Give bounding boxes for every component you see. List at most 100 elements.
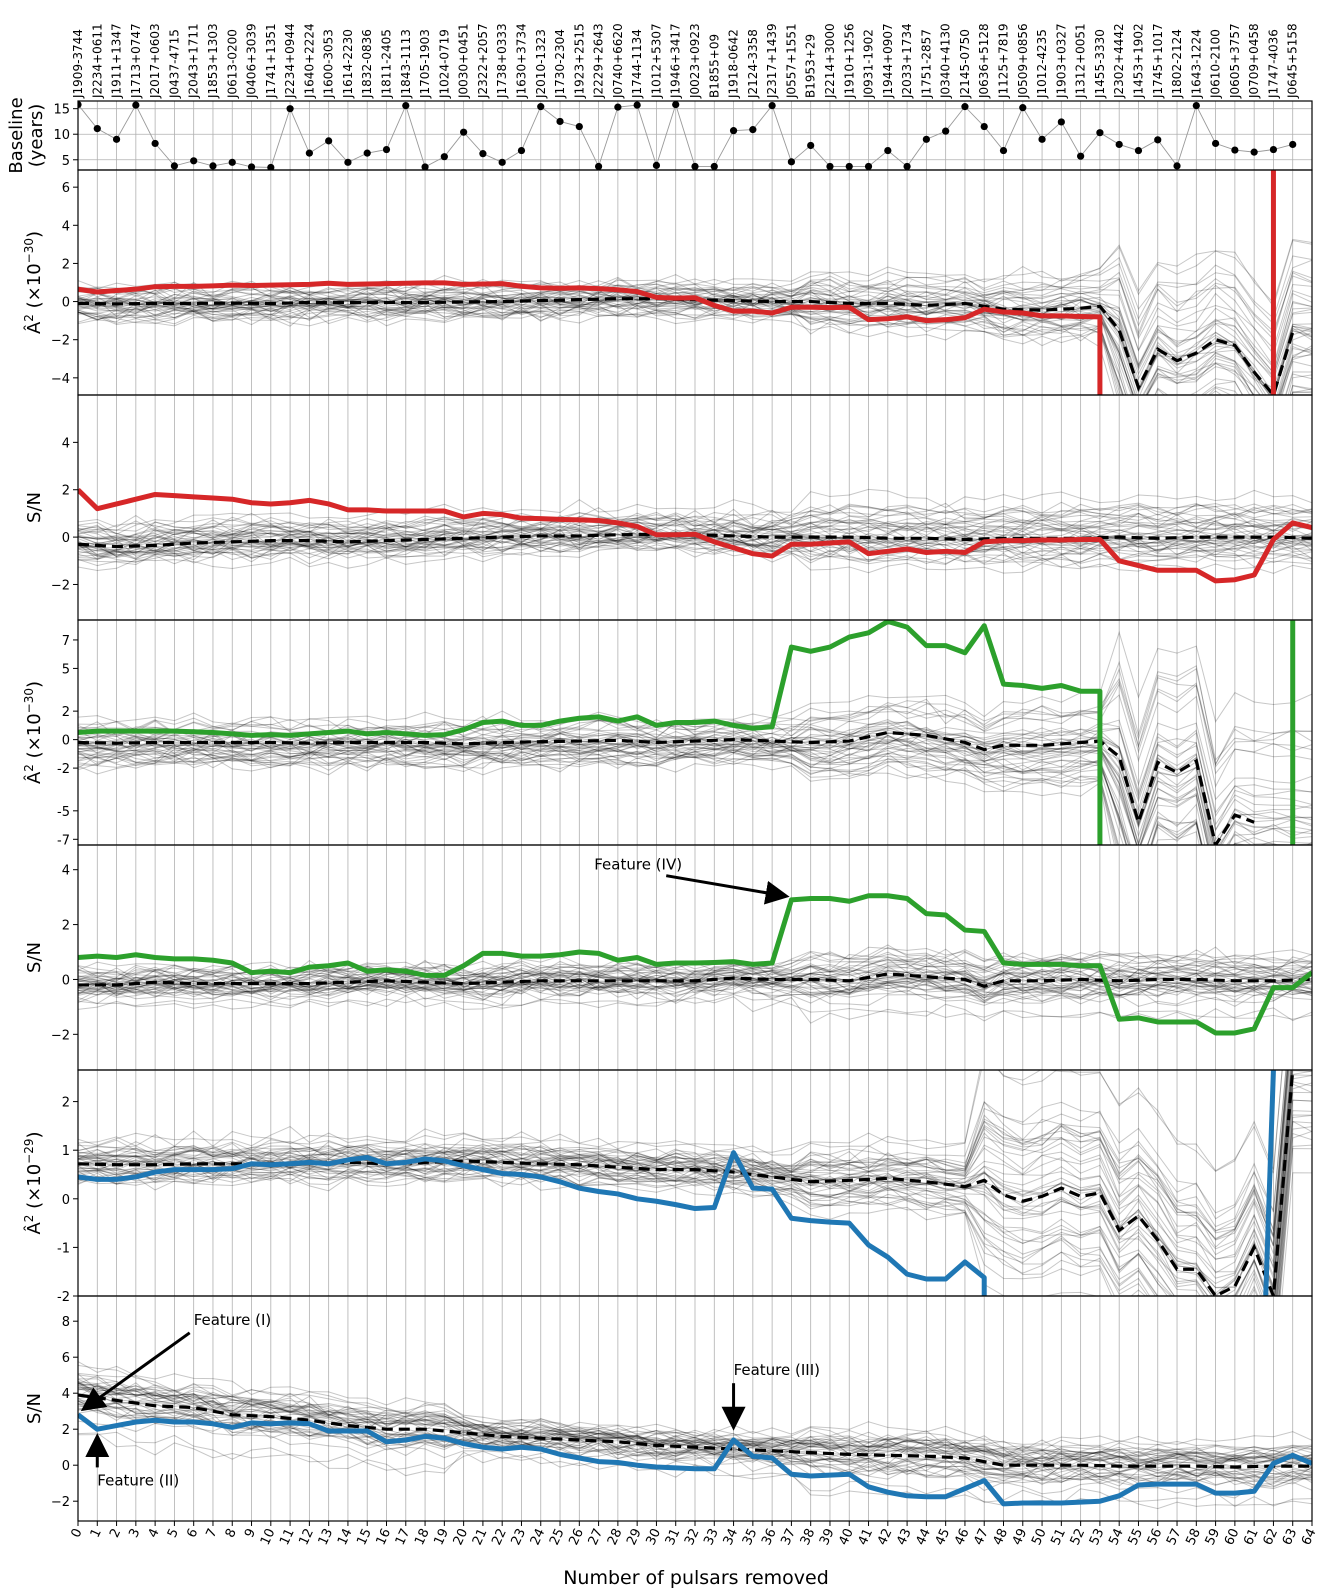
baseline-point — [768, 102, 776, 110]
baseline-point — [286, 105, 294, 113]
x-tick-label: 50 — [1029, 1526, 1050, 1547]
realization-line — [78, 738, 1209, 845]
y-tick-label: −2 — [51, 578, 70, 593]
baseline-point — [864, 162, 873, 170]
realization-line — [78, 745, 1202, 845]
x-axis-label: Number of pulsars removed — [563, 1567, 829, 1589]
realization-line — [78, 1120, 1312, 1296]
pulsar-label: J1125+7819 — [997, 23, 1011, 99]
x-tick-label: 26 — [566, 1526, 587, 1547]
realization-line — [78, 740, 1282, 845]
annotation-feature-i: Feature (I) — [80, 1311, 272, 1412]
baseline-point — [672, 101, 680, 109]
y-axis: −2 0 2 4 6 8 — [51, 1315, 78, 1510]
y-tick-label: −4 — [51, 372, 70, 387]
pulsar-label: J0509+0856 — [1016, 23, 1030, 99]
realization-line — [78, 290, 1312, 395]
x-tick-label: 10 — [258, 1526, 279, 1547]
realization-line — [78, 271, 1312, 336]
y-axis-label: S/N — [24, 1393, 45, 1424]
pulsar-label: J0740+6620 — [611, 23, 625, 99]
baseline-point — [903, 162, 911, 170]
realization-line — [78, 520, 1312, 546]
baseline-point — [421, 163, 429, 170]
realization-line — [78, 298, 1312, 395]
y-tick-label: 5 — [62, 154, 70, 169]
x-tick-label: 62 — [1260, 1526, 1281, 1547]
pulsar-label: J0931-1902 — [862, 29, 876, 99]
baseline-point — [151, 139, 159, 148]
baseline-point — [1019, 104, 1027, 112]
x-tick-label: 21 — [470, 1526, 491, 1547]
baseline-point — [1057, 118, 1065, 126]
x-tick-label: 56 — [1145, 1526, 1166, 1547]
realization-line — [78, 1382, 1312, 1465]
pulsar-label: J1705-1903 — [418, 29, 432, 99]
realization-line — [78, 542, 1312, 568]
realization-line — [78, 1114, 1312, 1296]
realization-line — [78, 304, 1312, 395]
realization-line — [78, 1385, 1312, 1463]
y-tick-label: 0 — [62, 734, 70, 749]
x-tick-label: 63 — [1280, 1526, 1301, 1547]
realization-line — [78, 299, 1312, 395]
plot-area — [78, 101, 1297, 170]
x-tick-label: 34 — [721, 1526, 742, 1547]
x-tick-label: 32 — [682, 1526, 703, 1547]
plot-area — [78, 170, 1312, 395]
pulsar-label: J1903+0327 — [1054, 23, 1068, 99]
realization-line — [78, 993, 1312, 1022]
x-tick-label: 16 — [374, 1526, 395, 1547]
baseline-point — [845, 162, 853, 170]
pulsar-label: J0709+0458 — [1247, 23, 1261, 99]
y-tick-label: -2 — [57, 762, 70, 777]
realization-line — [78, 660, 1312, 766]
realization-line — [78, 305, 1119, 395]
realization-line — [78, 536, 1312, 556]
realization-line — [78, 682, 1312, 775]
realization-line — [78, 1070, 1289, 1236]
pulsar-name-labels: J1909-3744 J2234+0611 J1911+1347 J1713+0747… — [71, 23, 1300, 99]
realization-line — [78, 736, 1239, 845]
y-tick-label: 4 — [62, 864, 70, 879]
baseline-point — [575, 122, 583, 131]
y-axis: −4 −2 0 2 4 6 — [51, 181, 78, 387]
highlight-series-line — [78, 1412, 1312, 1507]
realization-line — [78, 293, 1312, 395]
highlight-series-line — [78, 620, 1103, 845]
x-tick-label: 43 — [894, 1526, 915, 1547]
pulsar-label: J2229+2643 — [592, 23, 606, 99]
realization-line — [78, 721, 1312, 814]
highlight-series-line — [78, 893, 1312, 1036]
plot-area — [78, 1361, 1312, 1510]
realization-line — [78, 1397, 1312, 1484]
realization-line — [78, 724, 1312, 832]
y-tick-label: 0 — [62, 1193, 70, 1208]
annotation-label: Feature (I) — [194, 1311, 272, 1329]
x-tick-label: 48 — [991, 1526, 1012, 1547]
realization-line — [78, 301, 1312, 395]
realization-line — [78, 1099, 1312, 1296]
y-tick-label: −2 — [51, 334, 70, 349]
realization-line — [78, 1074, 1312, 1296]
pulsar-label: J2124-3358 — [746, 29, 760, 99]
realization-line — [78, 312, 1115, 395]
baseline-point — [1154, 136, 1162, 144]
grid-lines — [77, 845, 1313, 1070]
realization-line — [78, 1126, 1312, 1296]
realization-line — [78, 515, 1312, 544]
x-tick-label: 24 — [528, 1526, 549, 1547]
annotation-arrow — [80, 1331, 191, 1412]
realization-line — [78, 743, 1203, 845]
realization-line — [78, 1378, 1312, 1465]
baseline-point — [305, 149, 313, 157]
realization-line — [78, 734, 1312, 845]
y-axis: −2 0 2 4 — [51, 864, 78, 1043]
y-tick-label: 15 — [53, 103, 70, 118]
x-tick-label: 52 — [1068, 1526, 1089, 1547]
panel-blue-sn: −2 0 2 4 6 8 S/N — [24, 1295, 1313, 1522]
realization-line — [78, 1070, 1292, 1267]
x-tick-label: 55 — [1126, 1526, 1147, 1547]
baseline-point — [132, 101, 140, 109]
